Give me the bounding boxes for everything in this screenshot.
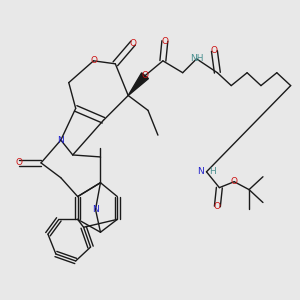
Text: O: O: [211, 46, 218, 56]
Text: O: O: [161, 37, 168, 46]
Text: O: O: [90, 56, 97, 65]
Text: N: N: [58, 136, 64, 145]
Text: N: N: [197, 167, 203, 176]
Polygon shape: [128, 73, 148, 95]
Text: H: H: [209, 167, 216, 176]
Text: N: N: [92, 205, 99, 214]
Text: O: O: [16, 158, 23, 167]
Text: O: O: [214, 202, 221, 211]
Text: O: O: [231, 177, 238, 186]
Text: NH: NH: [190, 54, 203, 63]
Text: O: O: [142, 71, 148, 80]
Text: O: O: [130, 38, 137, 47]
